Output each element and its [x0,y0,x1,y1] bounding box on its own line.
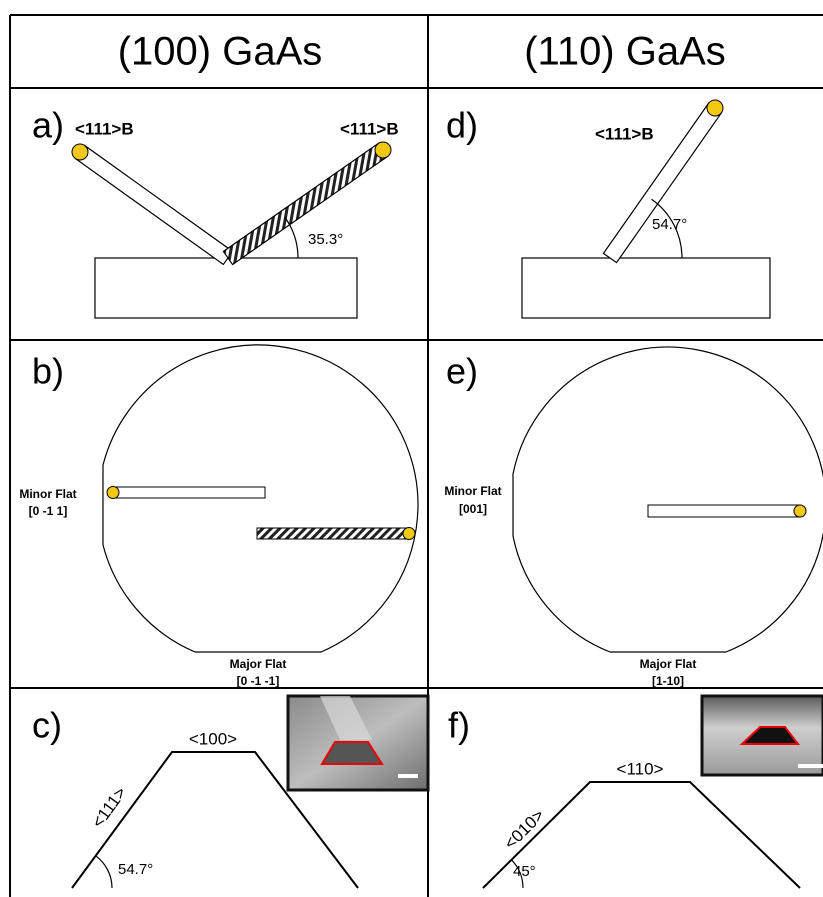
panel-letter: d) [446,105,478,146]
nanowire [648,505,800,517]
panel-letter: f) [448,705,470,746]
direction-label: <111>B [340,119,399,138]
wafer [513,347,823,652]
facet-label: <110> [617,759,664,778]
nanowire [75,145,232,264]
direction-label: <111>B [595,124,654,143]
flat-label: Major Flat [640,657,697,671]
angle-label: 35.3° [308,231,343,248]
catalyst [72,144,88,160]
column-header: (110) GaAs [524,30,726,74]
angle-label: 54.7° [118,861,153,878]
panel-a: a) <111>B <111>B 35.3° [32,105,399,318]
nanowire [112,487,265,498]
catalyst [107,487,119,499]
flat-label: Minor Flat [19,487,76,501]
substrate [95,258,357,318]
panel-letter: c) [32,705,62,746]
angle-label: 54.7° [652,216,687,233]
flat-label: Major Flat [230,657,287,671]
flat-label: Minor Flat [444,484,501,498]
panel-letter: e) [446,351,478,392]
facet-label: <100> [189,729,237,748]
catalyst [375,142,391,158]
direction-label: <111>B [75,119,134,138]
sem-inset [288,696,428,790]
panel-e: e) Minor Flat [001] Major Flat [1-10] [444,347,823,688]
angle-label: 45° [513,863,536,880]
catalyst [403,528,415,540]
panel-f: f) <110> <010> 45° [448,696,823,888]
facet-label: <111> [88,783,130,831]
panel-d: d) <111>B 54.7° [446,100,770,318]
flat-direction: [1-10] [652,674,684,688]
flat-direction: [0 -1 1] [29,504,68,518]
panel-c: c) <100> <111> 54.7° [32,696,428,888]
panel-b: b) Minor Flat [0 -1 1] Major Flat [0 -1 … [19,345,418,688]
panel-letter: a) [32,105,64,146]
figure: (100) GaAs (110) GaAs a) <111>B <111>B 3… [0,0,823,897]
catalyst [794,505,806,517]
column-header: (100) GaAs [118,30,323,74]
nanowire-hatched [223,143,387,264]
flat-direction: [0 -1 -1] [237,674,280,688]
panel-letter: b) [32,351,64,392]
catalyst [707,100,723,116]
flat-direction: [001] [459,502,487,516]
angle-arc [96,856,112,888]
nanowire-hatched [257,528,410,539]
sem-inset [702,696,823,775]
substrate [522,258,770,318]
